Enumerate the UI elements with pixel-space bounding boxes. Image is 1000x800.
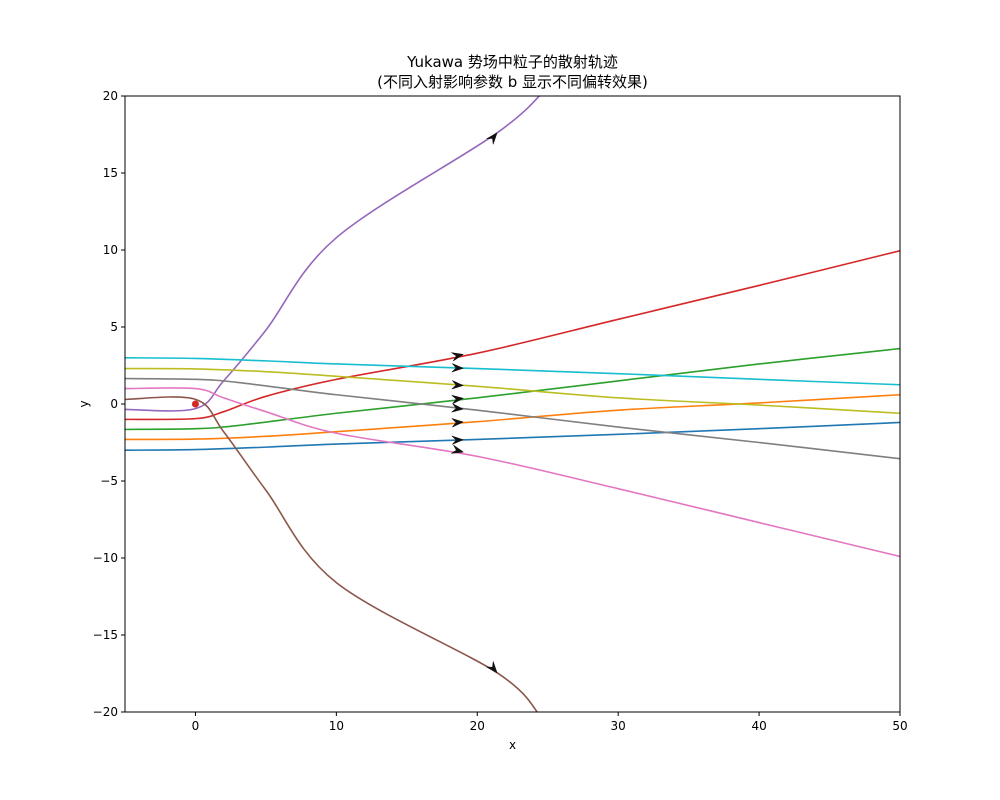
trajectory-arrow-1 — [451, 435, 464, 445]
y-axis-label: y — [77, 400, 91, 407]
x-axis-label: x — [509, 738, 516, 752]
x-tick-label: 10 — [329, 719, 344, 733]
y-tick-label: 10 — [103, 243, 118, 257]
trajectory-arrow-9 — [451, 380, 464, 390]
x-tick-label: 50 — [892, 719, 907, 733]
chart-title: Yukawa 势场中粒子的散射轨迹 (不同入射影响参数 b 显示不同偏转效果) — [377, 53, 648, 91]
chart-title-line-1: Yukawa 势场中粒子的散射轨迹 — [406, 53, 618, 71]
y-tick-label: −10 — [93, 551, 118, 565]
potential-center-point — [191, 400, 199, 408]
trajectory-arrow-6 — [486, 661, 498, 674]
x-tick-label: 40 — [751, 719, 766, 733]
y-axis-ticks: 20 15 10 5 0 −5 −10 −15 −20 — [93, 89, 125, 719]
trajectory-arrow-7 — [451, 444, 464, 454]
trajectory-line-2 — [125, 393, 900, 441]
series-layer — [125, 96, 900, 712]
trajectory-line-5 — [125, 96, 541, 412]
trajectory-line-9 — [125, 367, 900, 415]
trajectory-arrow-10 — [451, 363, 464, 373]
y-tick-label: −15 — [93, 628, 118, 642]
trajectory-arrow-8 — [451, 403, 464, 413]
trajectory-arrow-2 — [451, 418, 464, 428]
y-tick-label: 5 — [110, 320, 118, 334]
y-tick-label: 20 — [103, 89, 118, 103]
y-tick-label: 0 — [110, 397, 118, 411]
y-tick-label: −5 — [100, 474, 118, 488]
x-tick-label: 0 — [192, 719, 200, 733]
chart-title-line-2: (不同入射影响参数 b 显示不同偏转效果) — [377, 73, 648, 91]
trajectory-arrow-3 — [451, 395, 464, 404]
arrow-layer — [191, 132, 498, 674]
x-axis-ticks: 0 10 20 30 40 50 — [192, 712, 908, 733]
x-tick-label: 30 — [611, 719, 626, 733]
trajectory-arrow-5 — [486, 132, 498, 145]
trajectory-arrow-4 — [451, 352, 464, 362]
y-tick-label: 15 — [103, 166, 118, 180]
x-tick-label: 20 — [470, 719, 485, 733]
y-tick-label: −20 — [93, 705, 118, 719]
trajectory-line-7 — [125, 387, 900, 558]
